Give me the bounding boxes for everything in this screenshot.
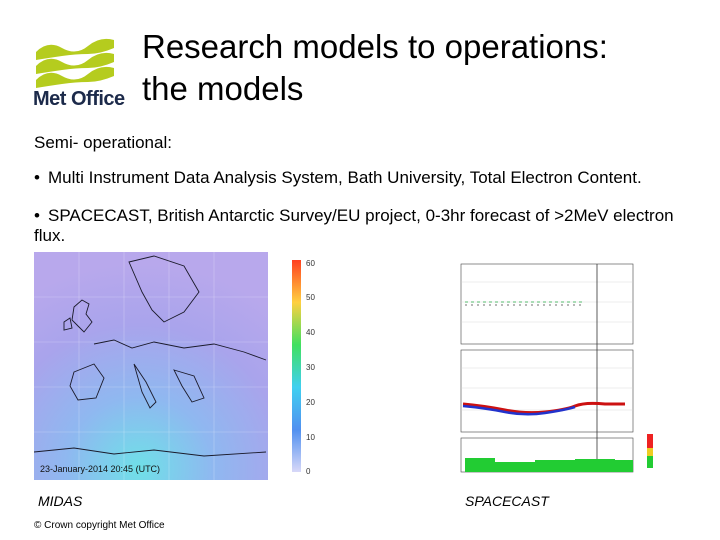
colorbar-tick: 60: [306, 259, 315, 268]
colorbar: [292, 260, 301, 472]
bullet-midas: • Multi Instrument Data Analysis System, …: [34, 168, 694, 188]
colorbar-tick: 10: [306, 433, 315, 442]
colorbar-tick: 30: [306, 363, 315, 372]
flux-bars: [465, 458, 633, 472]
bullet-text: Multi Instrument Data Analysis System, B…: [48, 168, 642, 187]
logo-text: Met Office: [33, 88, 125, 110]
map-grid: [34, 252, 268, 480]
spacecast-forecast-plot: [425, 254, 665, 490]
colorbar-tick: 40: [306, 328, 315, 337]
slide-title: Research models to operations: the model…: [142, 26, 608, 110]
colorbar-tick: 0: [306, 467, 311, 476]
spacecast-caption: SPACECAST: [465, 493, 549, 509]
blue-series: [462, 404, 576, 416]
subtitle: Semi- operational:: [34, 133, 172, 152]
bullet-spacecast: • SPACECAST, British Antarctic Survey/EU …: [34, 206, 694, 246]
status-indicator: [647, 434, 653, 468]
bullet-dot: •: [34, 168, 40, 187]
bullet-dot: •: [34, 206, 40, 225]
midas-tec-map: 23-January-2014 20:45 (UTC) 60 50 40 30 …: [34, 252, 315, 480]
copyright-footer: © Crown copyright Met Office: [34, 520, 165, 531]
title-line-1: Research models to operations:: [142, 28, 608, 65]
green-markers: [465, 301, 585, 306]
title-line-2: the models: [142, 70, 304, 107]
bullet-text: SPACECAST, British Antarctic Survey/EU p…: [34, 206, 674, 245]
map-field: [34, 252, 268, 480]
midas-caption: MIDAS: [38, 493, 83, 509]
met-office-logo: [36, 38, 114, 88]
map-timestamp: 23-January-2014 20:45 (UTC): [40, 464, 160, 474]
coastlines: [34, 255, 267, 457]
colorbar-tick: 20: [306, 398, 315, 407]
colorbar-tick: 50: [306, 293, 315, 302]
